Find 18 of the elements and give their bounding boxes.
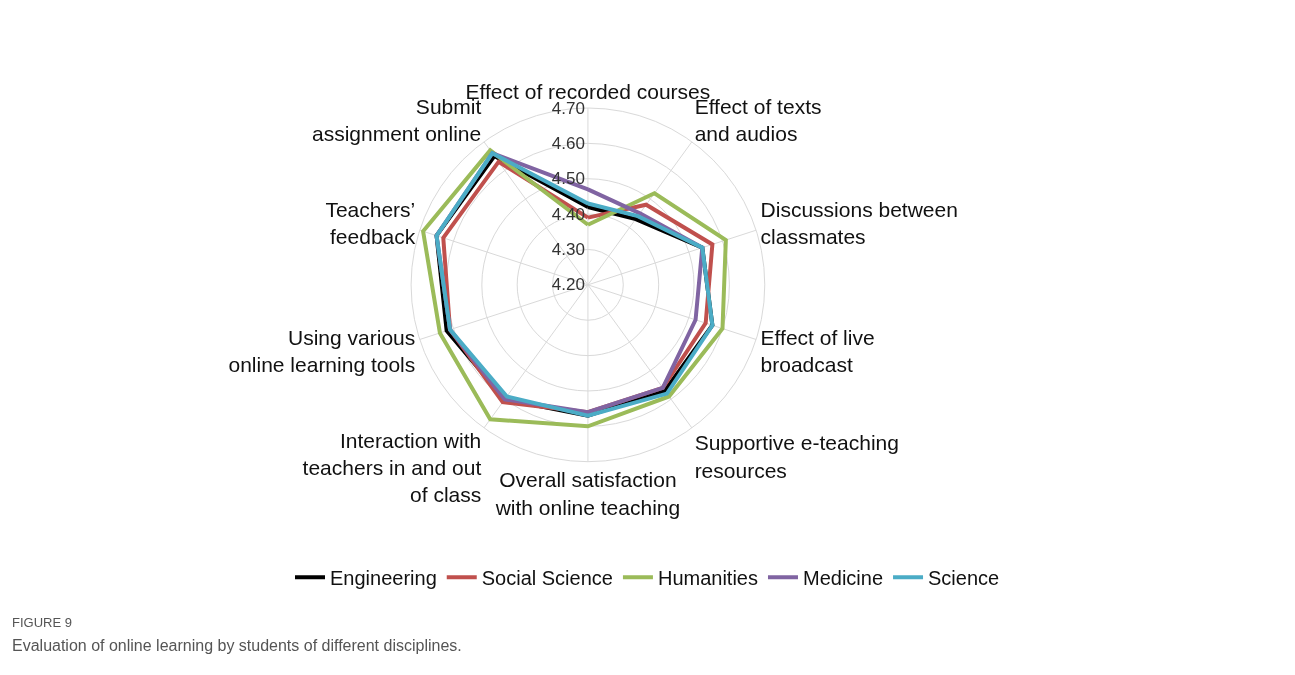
text: Evaluation of online learning by students of different disciplines. bbox=[12, 637, 462, 654]
caption: FIGURE 9 bbox=[12, 615, 72, 630]
spoke-label: Supportive e-teaching resources bbox=[694, 431, 899, 482]
spoke-label: Discussions between classmates bbox=[760, 197, 958, 248]
y-tick-label: 4.60 bbox=[551, 133, 585, 153]
spoke-label: Teachers’ feedback bbox=[325, 197, 416, 248]
legend-label: Social Science bbox=[481, 566, 613, 589]
legend-label: Humanities bbox=[657, 566, 758, 589]
spoke-label: Using various online learning tools bbox=[228, 326, 416, 377]
spoke-label: Interaction with teachers in and out of class bbox=[302, 428, 482, 507]
legend-label: Science bbox=[928, 566, 1000, 589]
legend-label: Medicine bbox=[802, 566, 884, 589]
y-tick-label: 4.20 bbox=[551, 275, 585, 295]
spoke-label: Effect of live broadcast bbox=[760, 326, 875, 377]
legend-label: Engineering bbox=[330, 566, 437, 589]
y-tick-label: 4.70 bbox=[551, 98, 585, 118]
y-tick-label: 4.30 bbox=[551, 240, 585, 260]
spoke-label: Overall satisfaction with online teaching bbox=[494, 468, 681, 519]
